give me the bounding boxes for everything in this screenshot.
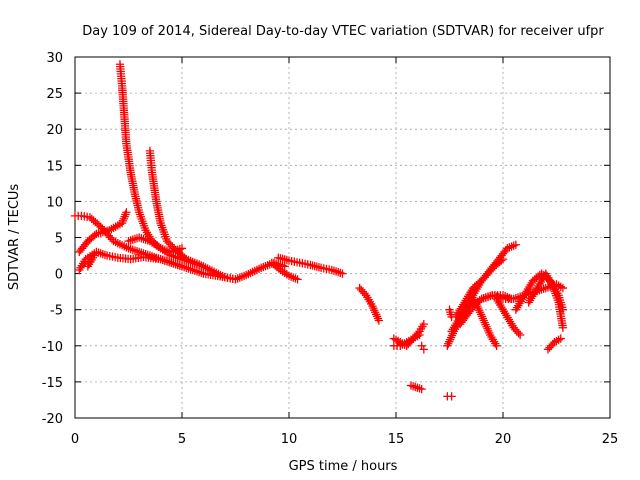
tick-layer: 0 5 10 15 20 25 -20 -15 -10 -5 0 5 10 15 20 25 30: [42, 51, 619, 447]
data-point-arc-17: [511, 240, 520, 249]
y-tick-label: -15: [42, 376, 63, 391]
data-point-arc-2: [122, 208, 131, 217]
data-point-arc-18: [558, 283, 568, 293]
data-point-arc-7: [177, 244, 187, 253]
data-point-arc-14: [417, 384, 426, 394]
y-tick-label: 15: [46, 159, 63, 174]
data-point-arc-19: [498, 255, 508, 264]
y-tick-label: -5: [50, 304, 63, 319]
data-point-arc-11: [419, 319, 428, 329]
data-point-arc-12: [415, 330, 424, 340]
y-tick-label: 25: [46, 87, 63, 102]
x-tick-label: 15: [388, 432, 405, 447]
data-point-arc-20: [492, 341, 501, 350]
grid-layer: [75, 57, 610, 418]
data-point-arc-1: [91, 217, 100, 227]
data-point-arc-4: [90, 251, 99, 260]
data-point-arc-21: [515, 330, 525, 340]
data-point-arc-25: [556, 334, 565, 343]
y-tick-label: 10: [46, 195, 63, 210]
x-tick-label: 5: [178, 432, 186, 447]
data-point-arc-1: [89, 216, 98, 225]
data-point-arc-15: [447, 392, 456, 401]
y-tick-label: 20: [46, 123, 63, 138]
data-point-arc-8: [338, 269, 347, 278]
data-point-arc-1: [92, 219, 102, 228]
x-tick-label: 20: [495, 432, 512, 447]
data-point-arc-6: [280, 262, 289, 271]
y-tick-label: -10: [42, 340, 63, 355]
y-tick-label: 5: [55, 232, 63, 247]
x-axis-label: GPS time / hours: [289, 459, 398, 474]
y-tick-label: 0: [55, 268, 63, 283]
y-tick-label: 30: [46, 51, 63, 66]
chart-title: Day 109 of 2014, Sidereal Day-to-day VTE…: [82, 24, 604, 39]
data-point-arc-22: [507, 294, 516, 304]
x-tick-label: 25: [602, 432, 619, 447]
x-tick-label: 10: [281, 432, 298, 447]
y-axis-label: SDTVAR / TECUs: [7, 184, 22, 291]
x-tick-label: 0: [71, 432, 79, 447]
data-point-arc-1: [94, 220, 104, 230]
data-point-arc-9: [293, 275, 302, 284]
data-points: [70, 60, 568, 401]
data-point-arc-10: [374, 316, 384, 325]
data-point-arc-13: [419, 345, 428, 354]
data-point-arc-24: [558, 323, 568, 332]
y-tick-label: -20: [42, 412, 63, 427]
